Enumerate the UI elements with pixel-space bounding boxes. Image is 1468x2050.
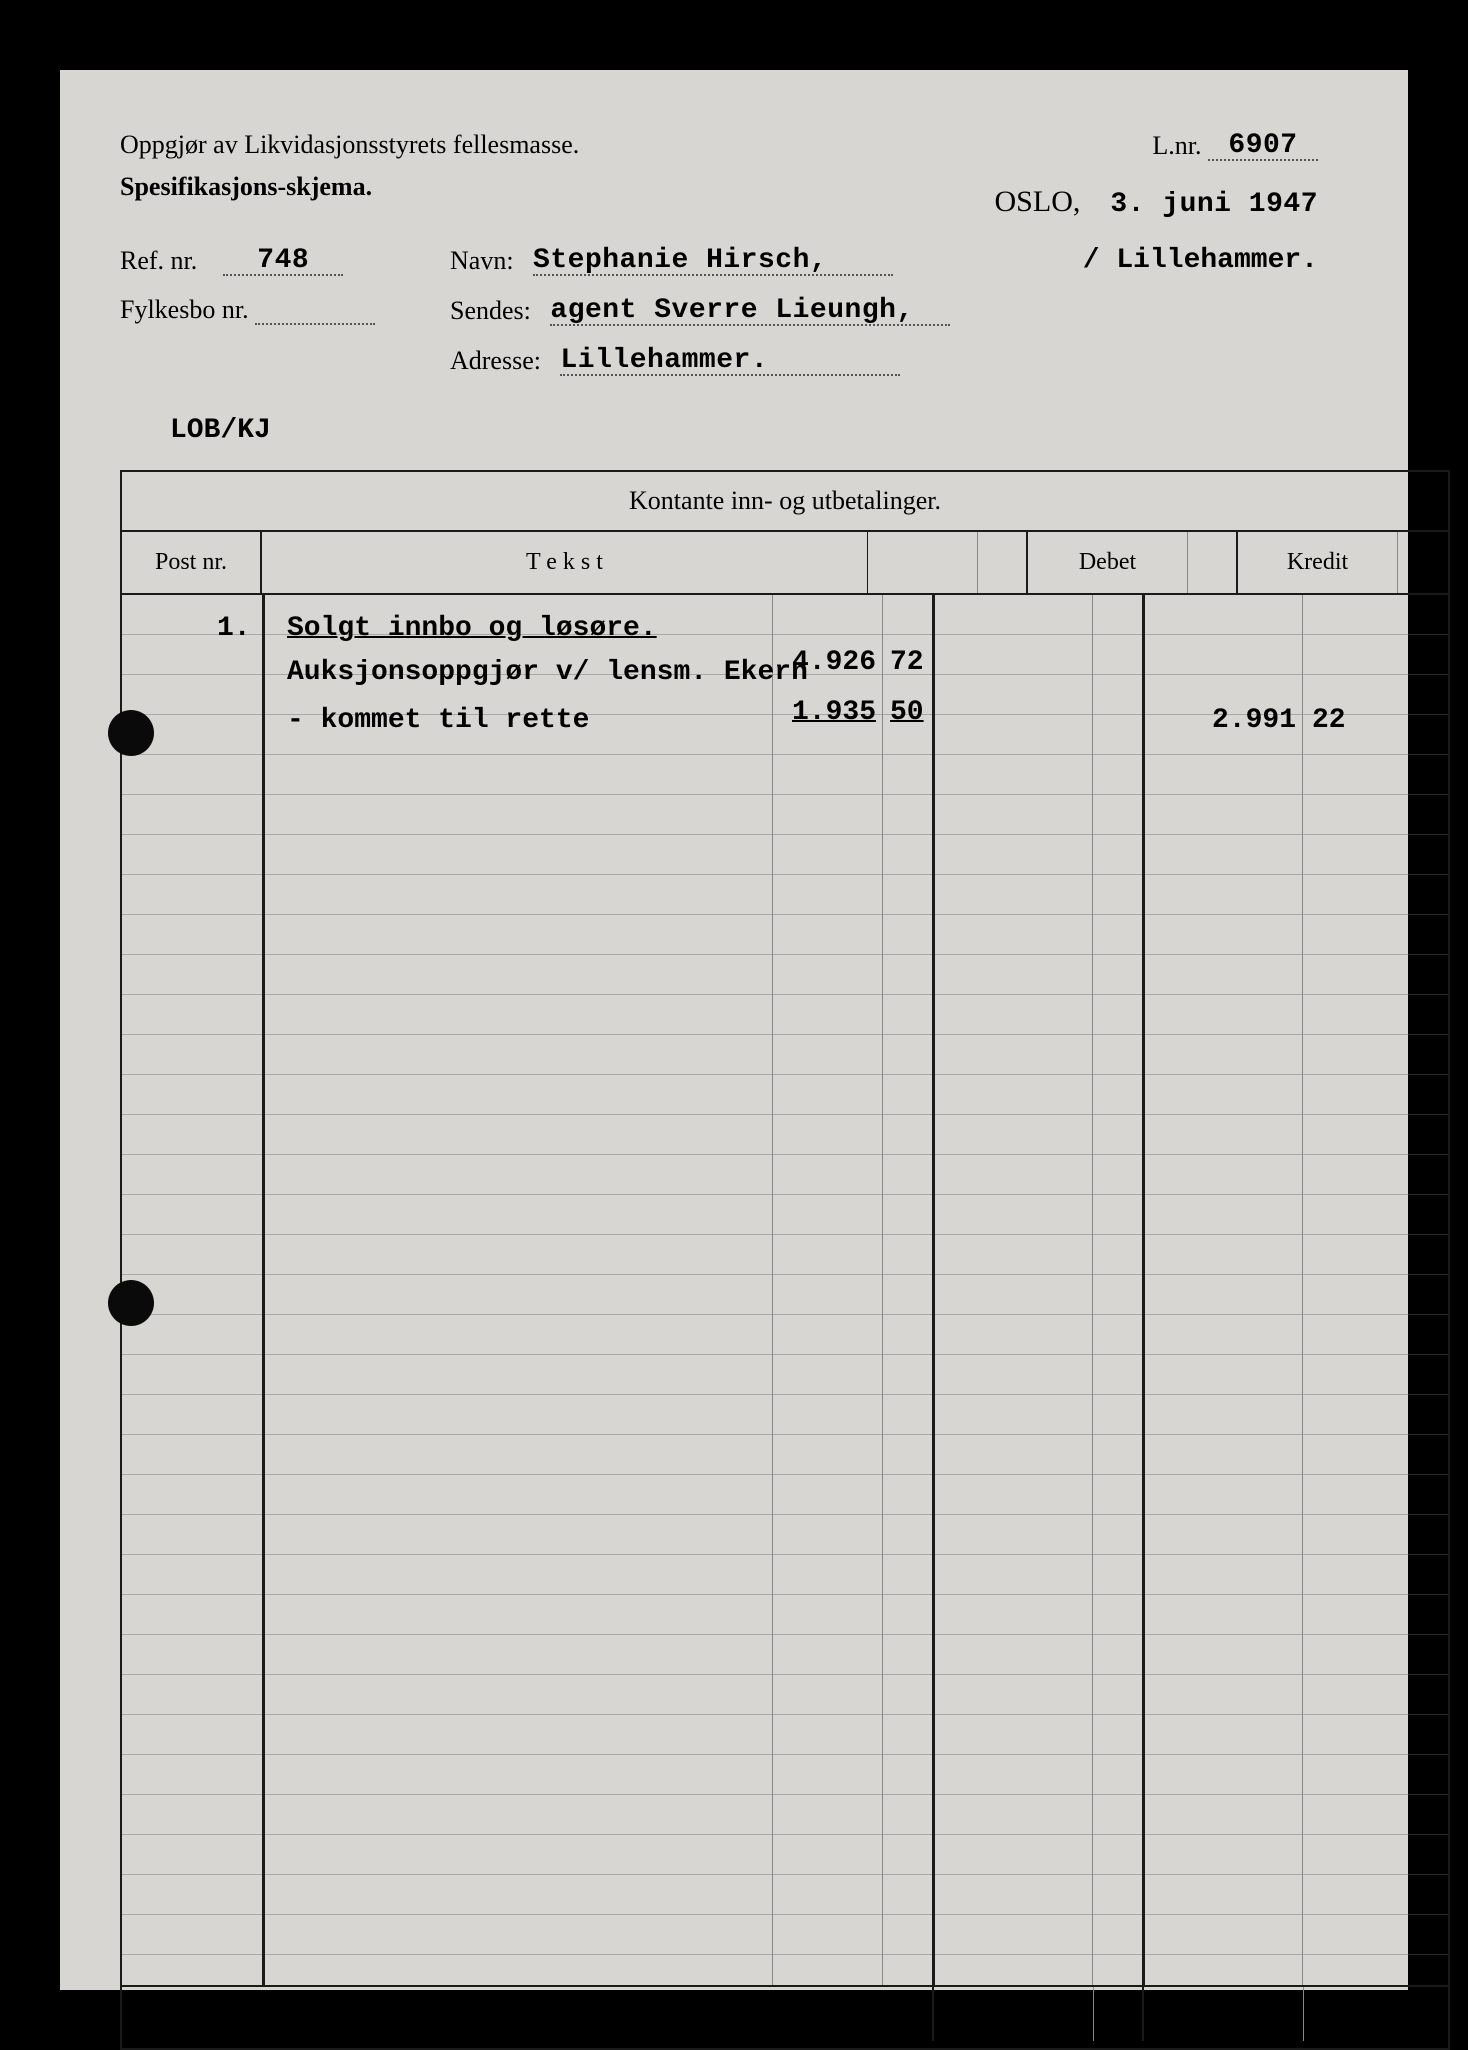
col-tekst-header: T e k s t <box>262 532 868 593</box>
form-header: Oppgjør av Likvidasjonsstyrets fellesmas… <box>110 130 1358 460</box>
navn-field: Navn: Stephanie Hirsch, <box>450 245 893 276</box>
entry-amt1-ore: 72 <box>890 647 924 678</box>
lnr-label: L.nr. <box>1152 131 1201 160</box>
lnr-field: L.nr. 6907 <box>1152 130 1318 161</box>
vline-post <box>262 595 265 1985</box>
footer-debet-ore <box>1094 1987 1144 2041</box>
adresse-value: Lillehammer. <box>560 345 900 376</box>
col-post-header: Post nr. <box>122 532 262 593</box>
city-label: OSLO, <box>995 185 1081 218</box>
document-page: Oppgjør av Likvidasjonsstyrets fellesmas… <box>60 70 1408 1990</box>
sendes-value: agent Sverre Lieungh, <box>550 295 950 326</box>
clerk-initials: LOB/KJ <box>170 415 271 446</box>
punch-hole-icon <box>108 1280 154 1326</box>
ledger-footer-row: Transporteres 2.991 22 <box>122 1985 1448 2041</box>
entry-kredit-ore: 22 <box>1312 705 1346 736</box>
vline-debet-mid <box>1092 595 1093 1985</box>
entry-amt1-kr: 4.926 <box>780 647 876 678</box>
ledger-header-row: Post nr. T e k s t Debet Kredit <box>122 531 1448 595</box>
sendes-label: Sendes: <box>450 296 531 325</box>
entry-line-1: Solgt innbo og løsøre. <box>287 613 657 644</box>
col-debet-ore-header <box>1188 532 1238 593</box>
fylkesbo-value <box>255 296 375 325</box>
lnr-value: 6907 <box>1208 130 1318 161</box>
vline-tekst-end <box>772 595 773 1985</box>
form-subtitle: Spesifikasjons-skjema. <box>120 172 372 202</box>
ref-label: Ref. nr. <box>120 246 197 275</box>
ledger-table: Kontante inn- og utbetalinger. Post nr. … <box>120 470 1450 2050</box>
navn-value: Stephanie Hirsch, <box>533 245 893 276</box>
entry-amt2-ore: 50 <box>890 697 924 728</box>
ledger-title: Kontante inn- og utbetalinger. <box>122 472 1448 531</box>
adresse-label: Adresse: <box>450 346 541 375</box>
navn-label: Navn: <box>450 246 514 275</box>
footer-label: Transporteres <box>122 1987 934 2041</box>
vline-sub-mid <box>882 595 883 1985</box>
entry-line-2: Auksjonsoppgjør v/ lensm. Ekern <box>287 657 808 688</box>
ref-field: Ref. nr. 748 <box>120 245 343 276</box>
col-debet-header: Debet <box>1028 532 1188 593</box>
vline-kredit-mid <box>1302 595 1303 1985</box>
footer-debet-kr <box>934 1987 1094 2041</box>
col-kredit-header: Kredit <box>1238 532 1398 593</box>
city-date: OSLO, 3. juni 1947 <box>995 185 1318 220</box>
fylkesbo-label: Fylkesbo nr. <box>120 295 249 324</box>
vline-sub-end <box>932 595 935 1985</box>
sendes-field: Sendes: agent Sverre Lieungh, <box>450 295 950 326</box>
ref-value: 748 <box>223 245 343 276</box>
entry-amt2-kr: 1.935 <box>780 697 876 728</box>
col-sub-kr-header <box>868 532 978 593</box>
location-value: / Lillehammer. <box>1083 245 1318 276</box>
footer-kredit-ore: 22 <box>1304 1987 1354 2041</box>
entry-line-3: - kommet til rette <box>287 705 589 736</box>
adresse-field: Adresse: Lillehammer. <box>450 345 900 376</box>
col-sub-ore-header <box>978 532 1028 593</box>
punch-hole-icon <box>108 710 154 756</box>
entry-kredit-kr: 2.991 <box>1192 705 1296 736</box>
date-value: 3. juni 1947 <box>1110 189 1318 220</box>
fylkesbo-field: Fylkesbo nr. <box>120 295 375 325</box>
vline-debet-end <box>1142 595 1145 1985</box>
entry-post-1: 1. <box>217 613 251 644</box>
col-kredit-ore-header <box>1398 532 1448 593</box>
footer-kredit-kr: 2.991 <box>1144 1987 1304 2041</box>
form-title: Oppgjør av Likvidasjonsstyrets fellesmas… <box>120 130 579 160</box>
ledger-body: 1. Solgt innbo og løsøre. Auksjonsoppgjø… <box>122 595 1448 1985</box>
